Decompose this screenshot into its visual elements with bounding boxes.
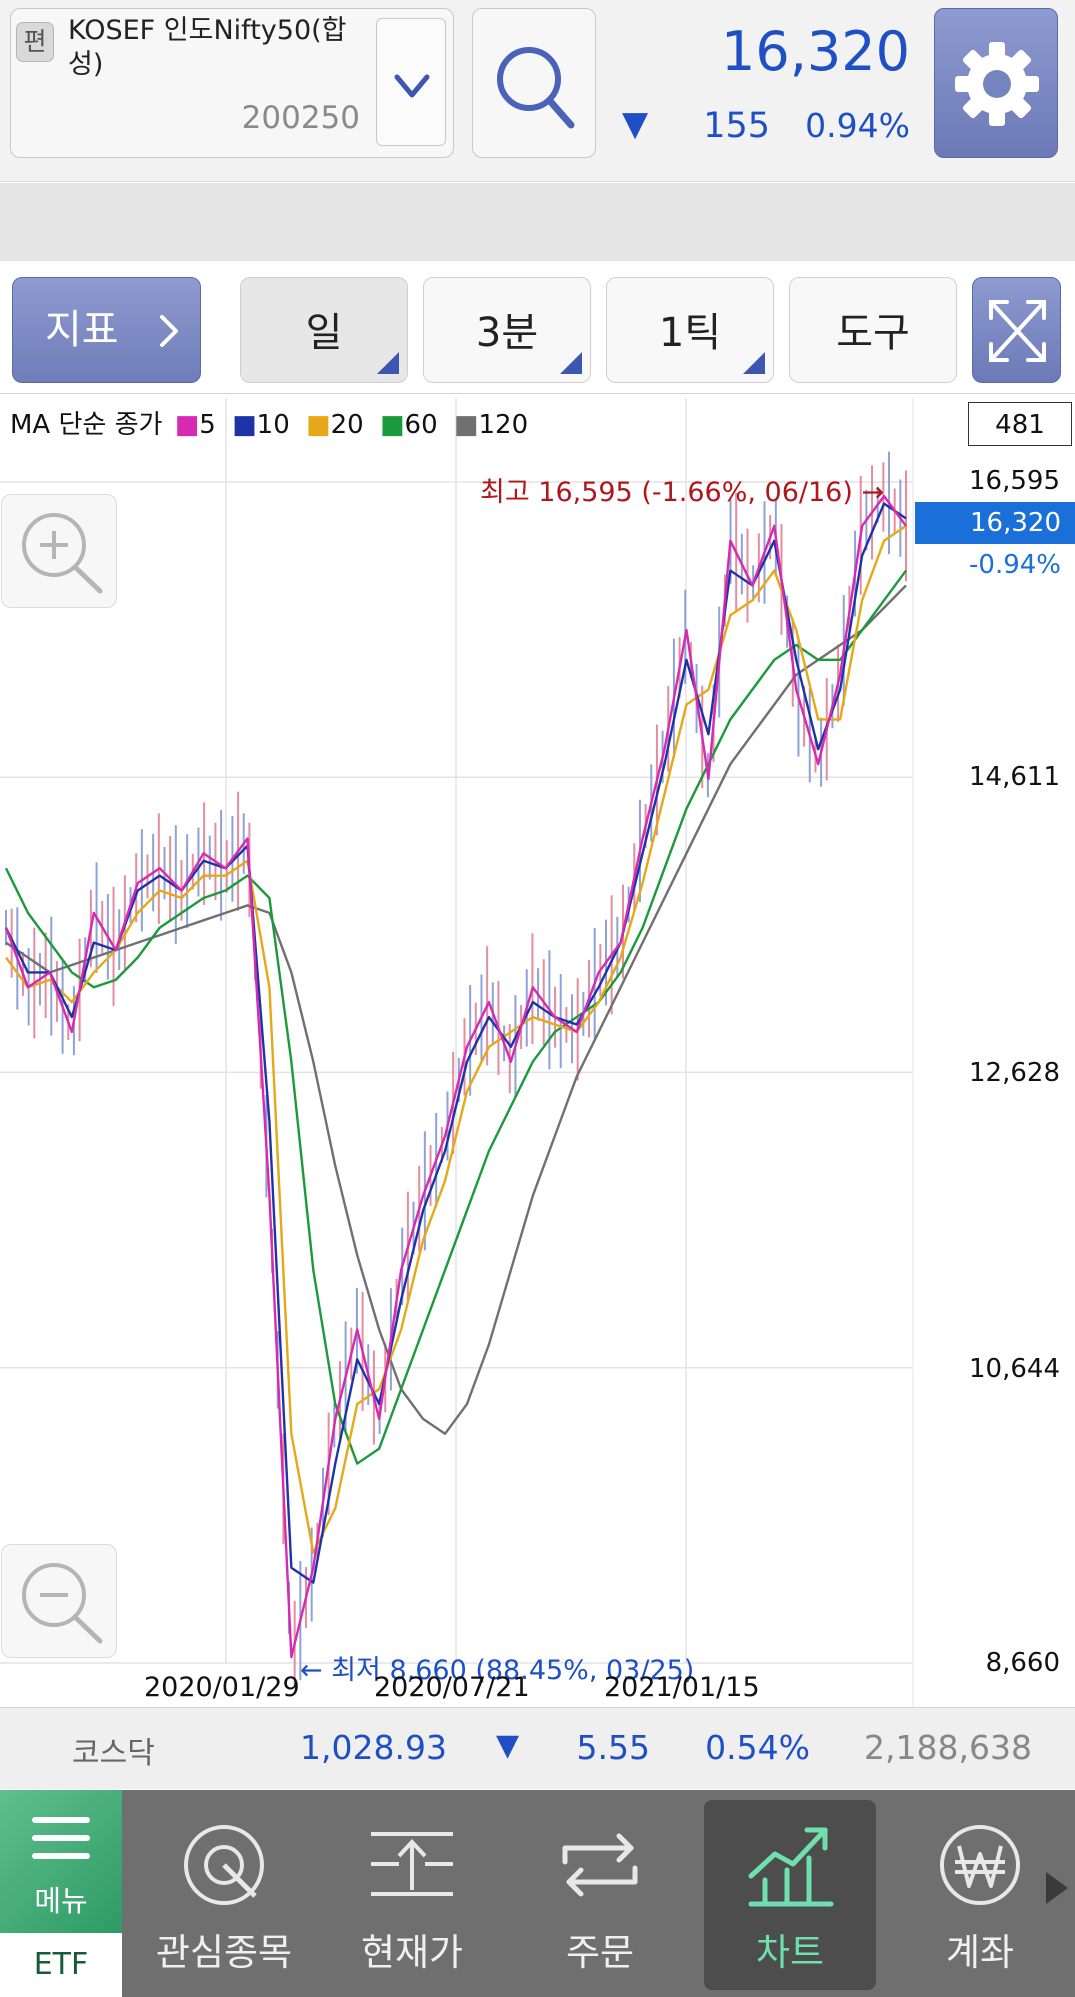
index-change: 5.55 xyxy=(576,1728,650,1767)
nav-watchlist-label: 관심종목 xyxy=(155,1931,293,1974)
chevron-right-icon[interactable] xyxy=(1040,1868,1072,1908)
nav-current-price-label: 현재가 xyxy=(360,1931,464,1974)
zoom-out-button[interactable] xyxy=(1,1544,117,1658)
chevron-down-icon xyxy=(394,74,430,98)
x-axis-label: 2021/01/15 xyxy=(604,1672,760,1703)
y-axis-label: 14,611 xyxy=(969,762,1060,792)
index-change-percent: 0.54% xyxy=(705,1728,810,1767)
gear-icon xyxy=(955,42,1039,126)
info-band xyxy=(0,183,1075,261)
nav-current-price[interactable]: 현재가 xyxy=(326,1800,498,1990)
price-change-percent: 0.94% xyxy=(805,106,910,145)
y-axis-label: 12,628 xyxy=(969,1058,1060,1088)
ma-line-20 xyxy=(5,524,907,1555)
ma-line-5 xyxy=(4,494,907,1659)
ma-legend-5: ■5 xyxy=(174,410,216,440)
watchlist-icon xyxy=(184,1825,264,1905)
ma-legend-10: ■10 xyxy=(232,410,290,440)
stock-dropdown-button[interactable] xyxy=(376,18,446,146)
nav-chart-label: 차트 xyxy=(755,1931,825,1974)
x-axis-label: 2020/01/29 xyxy=(144,1672,300,1703)
y-axis-label: 10,644 xyxy=(969,1354,1060,1384)
down-arrow-icon: ▼ xyxy=(622,104,649,144)
ma-series xyxy=(4,494,907,1659)
corner-triangle-icon xyxy=(743,352,765,374)
menu-label: 메뉴 xyxy=(34,1884,88,1918)
zoom-in-icon xyxy=(22,513,103,594)
current-change-percent: -0.94% xyxy=(969,550,1061,580)
price-chart[interactable] xyxy=(0,395,1075,1707)
period-day-button[interactable]: 일 xyxy=(240,277,408,383)
ma-legend-prefix: MA 단순 종가 xyxy=(10,410,163,440)
index-strip[interactable] xyxy=(0,1707,1075,1789)
current-price-tag: 16,320 xyxy=(915,502,1075,544)
y-axis-label: 16,595 xyxy=(969,466,1060,496)
period-day-label: 일 xyxy=(305,310,343,356)
nav-watchlist[interactable]: 관심종목 xyxy=(138,1800,310,1990)
stock-code: 200250 xyxy=(241,100,360,136)
bottom-nav xyxy=(0,1790,1075,1997)
corner-triangle-icon xyxy=(560,352,582,374)
current-price-icon xyxy=(371,1832,453,1896)
x-axis-label: 2020/07/21 xyxy=(374,1672,530,1703)
nav-order[interactable]: 주문 xyxy=(514,1800,686,1990)
zoom-in-button[interactable] xyxy=(1,494,117,608)
chart-grid xyxy=(0,398,914,1707)
nav-account[interactable]: 계좌 xyxy=(894,1800,1066,1990)
fullscreen-button[interactable] xyxy=(972,277,1061,383)
settings-button[interactable] xyxy=(934,8,1058,158)
price-change: 155 xyxy=(703,106,770,146)
nav-account-label: 계좌 xyxy=(945,1931,1015,1974)
tools-button[interactable]: 도구 xyxy=(789,277,957,383)
zoom-out-icon xyxy=(22,1563,103,1644)
index-volume: 2,188,638 xyxy=(864,1728,1032,1767)
nav-order-label: 주문 xyxy=(565,1931,635,1974)
hamburger-icon xyxy=(32,1817,90,1859)
won-icon xyxy=(940,1825,1020,1905)
period-3min-button[interactable]: 3분 xyxy=(423,277,591,383)
indicator-button[interactable]: 지표 xyxy=(12,277,201,383)
index-name: 코스닥 xyxy=(72,1736,155,1771)
order-icon xyxy=(562,1833,638,1897)
ma-legend[interactable]: MA 단순 종가 ■5 ■10 ■20 ■60 ■120 xyxy=(10,404,536,441)
down-arrow-icon: ▼ xyxy=(496,1728,520,1763)
corner-triangle-icon xyxy=(377,352,399,374)
high-annotation: 최고 16,595 (-1.66%, 06/16) → xyxy=(480,477,885,508)
search-icon xyxy=(497,47,575,129)
current-price: 16,320 xyxy=(721,20,910,83)
index-value: 1,028.93 xyxy=(300,1728,447,1767)
stock-name[interactable]: KOSEF 인도Nifty50(합성) xyxy=(68,15,347,80)
expand-icon xyxy=(989,300,1046,362)
search-button[interactable] xyxy=(472,8,596,158)
edit-badge[interactable]: 편 xyxy=(16,22,54,62)
ma-legend-20: ■20 xyxy=(306,410,364,440)
menu-button[interactable] xyxy=(0,1790,122,1933)
ma-line-120 xyxy=(5,584,907,1435)
nav-chart[interactable]: 차트 xyxy=(704,1800,876,1990)
chart-icon xyxy=(748,1827,834,1907)
chevron-right-icon xyxy=(160,315,178,347)
ma-legend-120: ■120 xyxy=(453,410,529,440)
period-1tick-button[interactable]: 1틱 xyxy=(606,277,774,383)
ma-line-60 xyxy=(4,569,907,1465)
indicator-label: 지표 xyxy=(45,307,119,353)
period-1tick-label: 1틱 xyxy=(658,310,722,356)
etf-tab[interactable]: ETF xyxy=(0,1933,122,1997)
volume-box: 481 xyxy=(968,402,1072,446)
y-axis-label: 8,660 xyxy=(985,1648,1060,1678)
low-annotation: ← 최저 8,660 (88.45%, 03/25) xyxy=(300,1655,695,1686)
ma-legend-60: ■60 xyxy=(379,410,438,440)
period-3min-label: 3분 xyxy=(475,310,539,356)
